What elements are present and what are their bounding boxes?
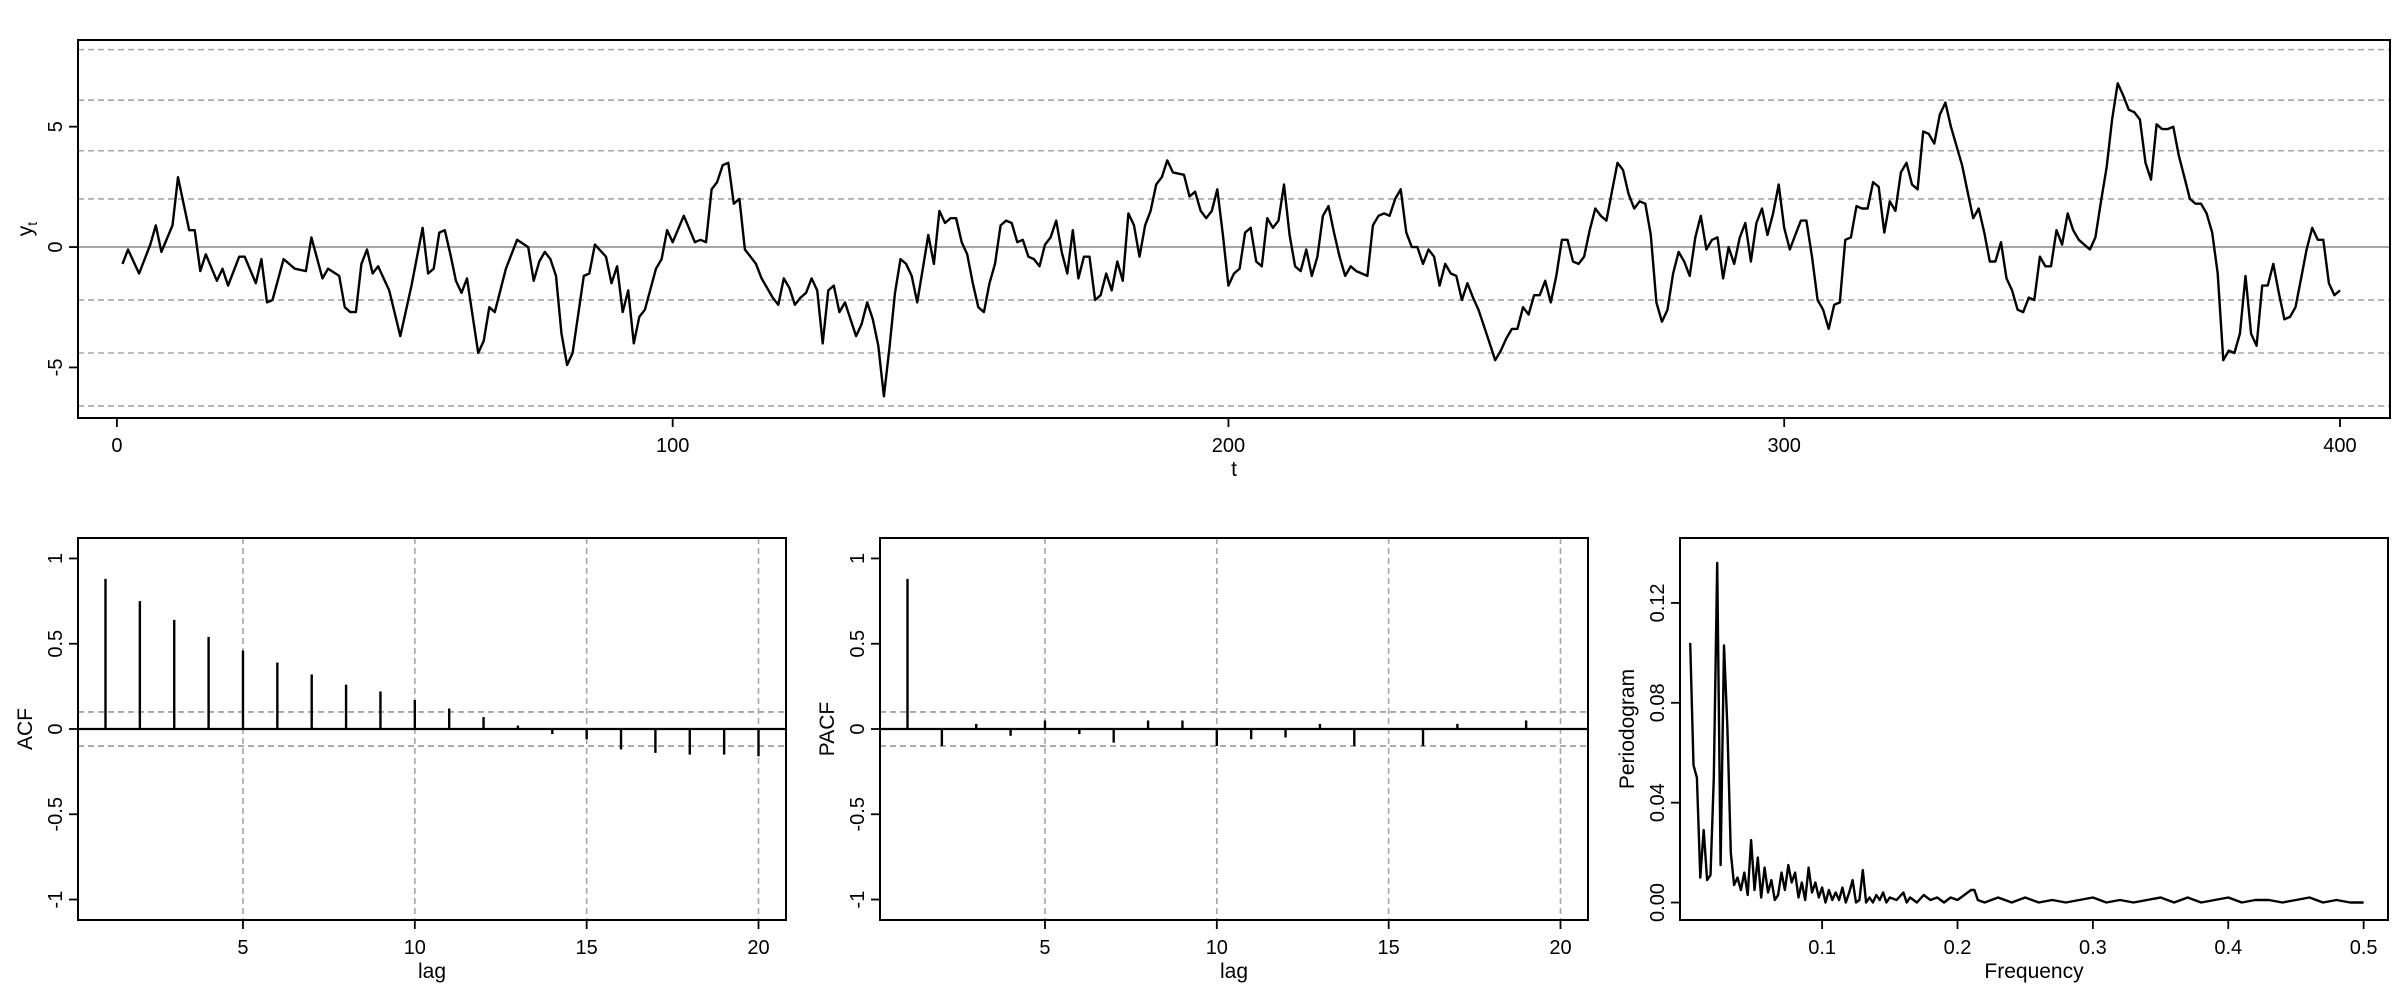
periodogram-xtick-label-2: 0.3: [2079, 937, 2107, 959]
periodogram-x-label: Frequency: [1984, 960, 2084, 983]
pacf-xtick-label-3: 20: [1549, 937, 1571, 959]
acf-panel: 5 10 15 20 -1 -0.5 0 0.5 1 lag ACF: [14, 537, 787, 983]
acf-ytick-label-4: 1: [45, 553, 67, 564]
series-xtick-label-4: 400: [2323, 435, 2356, 457]
series-line: [121, 82, 2341, 398]
acf-xtick-label-1: 10: [404, 937, 426, 959]
acf-x-axis: 5 10 15 20: [237, 920, 770, 959]
acf-xtick-label-0: 5: [237, 937, 248, 959]
periodogram-y-axis: 0.00 0.04 0.08 0.12: [1647, 583, 1680, 922]
periodogram-panel: 0.1 0.2 0.3 0.4 0.5 0.00 0.04 0.08 0.12 Frequen…: [1616, 537, 2389, 983]
pacf-ytick-label-0: -1: [847, 891, 869, 909]
acf-ytick-label-0: -1: [45, 891, 67, 909]
periodogram-xtick-label-1: 0.2: [1944, 937, 1972, 959]
series-ytick-label-0: -5: [45, 359, 67, 377]
pacf-x-label: lag: [1220, 960, 1248, 983]
series-xtick-label-0: 0: [111, 435, 122, 457]
pacf-ytick-label-1: -0.5: [847, 797, 869, 831]
series-ytick-label-2: 5: [45, 121, 67, 132]
acf-ytick-label-1: -0.5: [45, 797, 67, 831]
pacf-bars: [906, 578, 1528, 747]
series-y-label-subscript: t: [24, 222, 40, 226]
pacf-ytick-label-2: 0: [847, 723, 869, 734]
acf-ytick-label-2: 0: [45, 723, 67, 734]
pacf-xtick-label-1: 10: [1206, 937, 1228, 959]
acf-x-label: lag: [418, 960, 446, 983]
periodogram-xtick-label-4: 0.5: [2350, 937, 2378, 959]
series-xtick-label-2: 200: [1212, 435, 1245, 457]
acf-bars: [104, 578, 760, 757]
periodogram-xtick-label-3: 0.4: [2214, 937, 2242, 959]
series-ytick-label-1: 0: [45, 241, 67, 252]
periodogram-ytick-label-1: 0.04: [1647, 783, 1669, 822]
pacf-ytick-label-3: 0.5: [847, 630, 869, 658]
series-y-label: yt: [14, 222, 40, 237]
pacf-panel: 5 10 15 20 -1 -0.5 0 0.5 1 lag PACF: [816, 537, 1589, 983]
periodogram-y-label: Periodogram: [1616, 669, 1639, 789]
acf-confidence-bounds: [78, 711, 786, 747]
series-gridlines: [78, 48, 2390, 407]
periodogram-ytick-label-2: 0.08: [1647, 683, 1669, 722]
periodogram-plot-frame: [1679, 537, 2389, 921]
pacf-y-label: PACF: [816, 702, 839, 756]
pacf-x-axis: 5 10 15 20: [1039, 920, 1572, 959]
acf-xtick-label-2: 15: [576, 937, 598, 959]
periodogram-xtick-label-0: 0.1: [1808, 937, 1836, 959]
series-x-axis: 0 100 200 300 400: [111, 418, 2357, 457]
acf-y-label: ACF: [14, 708, 37, 750]
time-series-panel: 0 100 200 300 400 -505 t yt: [14, 39, 2391, 481]
pacf-confidence-bounds: [880, 711, 1588, 747]
acf-ytick-label-3: 0.5: [45, 630, 67, 658]
series-xtick-label-1: 100: [656, 435, 689, 457]
series-x-label: t: [1231, 458, 1237, 481]
pacf-xtick-label-2: 15: [1378, 937, 1400, 959]
pacf-ytick-label-4: 1: [847, 553, 869, 564]
series-y-axis: -5 0 5: [45, 121, 78, 376]
periodogram-line: [1689, 561, 2364, 904]
periodogram-ytick-label-3: 0.12: [1647, 583, 1669, 622]
pacf-y-axis: -1 -0.5 0 0.5 1: [847, 553, 880, 909]
pacf-xtick-label-0: 5: [1039, 937, 1050, 959]
series-y-label-main: y: [14, 225, 37, 236]
series-plot-frame: [77, 39, 2391, 419]
acf-xtick-label-3: 20: [747, 937, 769, 959]
periodogram-x-axis: 0.1 0.2 0.3 0.4 0.5: [1808, 920, 2378, 959]
acf-y-axis: -1 -0.5 0 0.5 1: [45, 553, 78, 909]
periodogram-ytick-label-0: 0.00: [1647, 883, 1669, 922]
series-xtick-label-3: 300: [1768, 435, 1801, 457]
